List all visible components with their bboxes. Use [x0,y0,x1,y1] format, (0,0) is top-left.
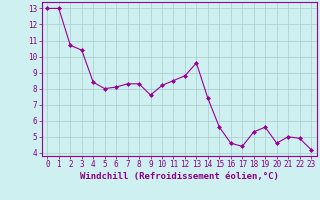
X-axis label: Windchill (Refroidissement éolien,°C): Windchill (Refroidissement éolien,°C) [80,172,279,181]
